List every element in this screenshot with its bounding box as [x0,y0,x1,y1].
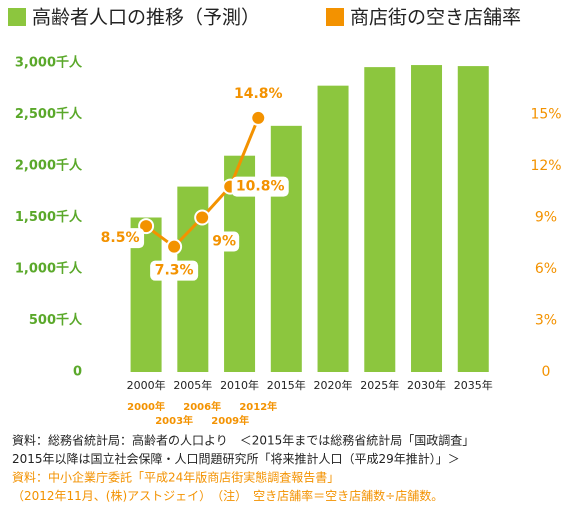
legend-swatch [8,8,26,26]
x-tick-label: 2006年 [183,400,221,413]
x-tick-label: 2020年 [314,378,353,392]
line-marker [250,109,267,126]
y2-tick-label: 9% [535,210,557,226]
value-label: 9% [212,234,236,250]
value-label-bg [209,231,240,252]
value-label-bg [150,260,199,281]
bar [364,67,396,373]
x-tick-label: 2025年 [360,378,399,392]
y2-tick-label: 15% [530,107,561,123]
x-tick-label: 2030年 [407,378,446,392]
y-tick-label: 0 [73,365,82,380]
x-tick-label: 2035年 [454,378,493,392]
legend-label: 商店街の空き店舗率 [350,7,521,29]
y-tick-label: 1,500千人 [15,209,83,225]
y2-tick-label: 6% [535,261,557,277]
line-marker [194,209,211,226]
x-tick-label: 2000年 [127,400,165,413]
legend-swatch [326,8,344,26]
value-label: 14.8% [234,86,283,102]
x-tick-label: 2005年 [173,378,212,392]
y-tick-label: 500千人 [29,312,83,328]
bar [457,66,489,372]
line-marker [166,238,183,255]
value-label: 8.5% [101,230,140,246]
y2-tick-label: 3% [535,313,557,329]
y-tick-label: 1,000千人 [15,261,83,277]
x-tick-label: 2003年 [155,414,193,427]
note: 資料：中小企業庁委託「平成24年版商店街実態調査報告書」 [12,470,339,485]
value-label: 7.3% [155,263,194,279]
note: （2012年11月、(株)アストジェイ） （注） 空き店舗率＝空き店舗数÷店舗数… [12,488,443,503]
x-tick-label: 2000年 [127,378,166,392]
x-tick-label: 2010年 [220,378,259,392]
x-tick-label: 2012年 [239,400,277,413]
y2-tick-label: 12% [530,158,561,174]
value-label: 10.8% [236,179,285,195]
x-tick-label: 2009年 [211,414,249,427]
y2-tick-label: 0 [542,364,551,380]
value-label-bg [96,228,145,249]
x-tick-label: 2015年 [267,378,306,392]
legend-label: 高齢者人口の推移（予測） [32,7,260,29]
note: 2015年以降は国立社会保障・人口問題研究所「将来推計人口（平成29年推計）」＞ [12,451,460,466]
bar [411,65,443,372]
y-tick-label: 2,000千人 [15,158,83,174]
bar [270,125,302,372]
value-label-bg [231,176,289,197]
note: 資料：総務省統計局：高齢者の人口より ＜2015年までは総務省統計局「国政調査」 [12,433,474,448]
y-tick-label: 2,500千人 [15,106,83,122]
value-label-bg [229,83,287,104]
bar [317,85,349,372]
y-tick-label: 3,000千人 [15,55,83,71]
